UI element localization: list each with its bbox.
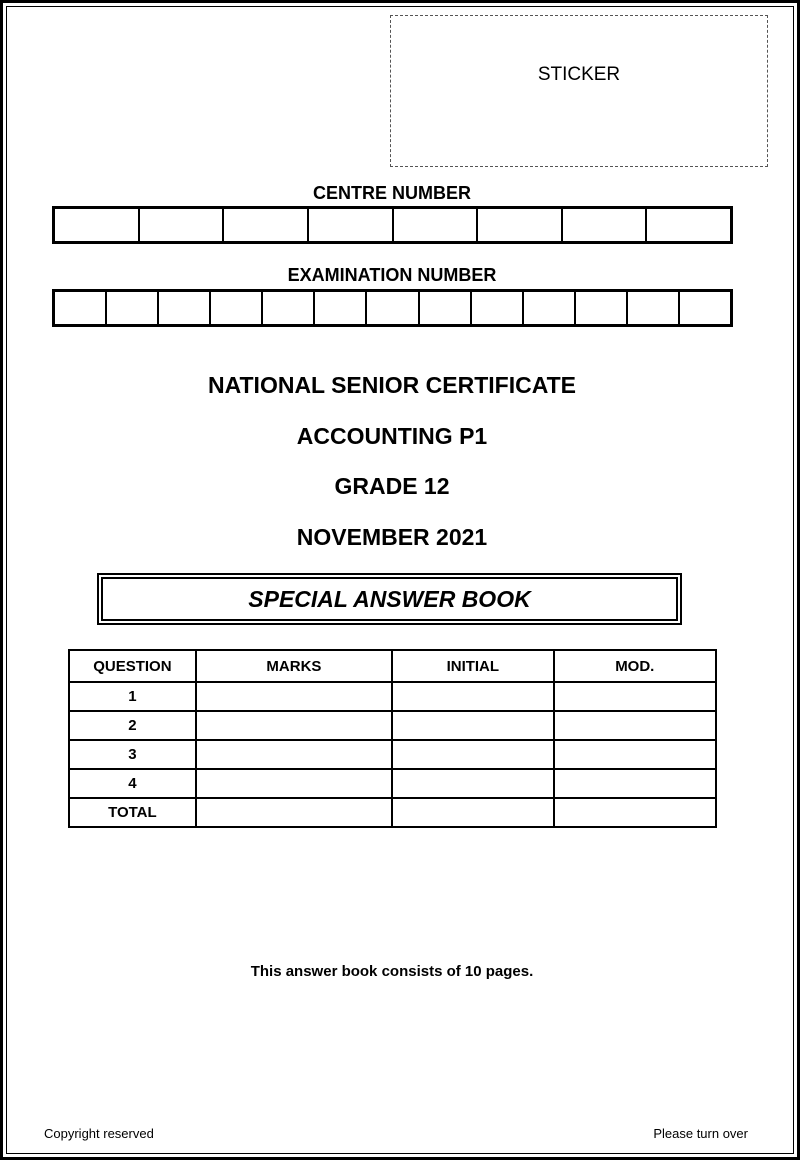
centre-number-label: CENTRE NUMBER xyxy=(312,183,471,203)
table-header-row: QUESTION MARKS INITIAL MOD. xyxy=(68,649,718,683)
footer-copyright: Copyright reserved xyxy=(44,1126,154,1141)
examination-number-digit-box[interactable] xyxy=(420,292,472,324)
mod-cell[interactable] xyxy=(552,797,718,828)
header-initial: INITIAL xyxy=(391,649,555,683)
centre-number-digit-box[interactable] xyxy=(140,209,225,241)
initial-cell[interactable] xyxy=(391,797,555,828)
header-question: QUESTION xyxy=(68,649,197,683)
examination-number-digit-box[interactable] xyxy=(315,292,368,324)
page-border-inner xyxy=(6,6,794,1154)
centre-number-digit-box[interactable] xyxy=(647,209,730,241)
examination-number-digit-box[interactable] xyxy=(107,292,160,324)
examination-number-label: EXAMINATION NUMBER xyxy=(287,265,497,285)
examination-number-digit-box[interactable] xyxy=(263,292,316,324)
marks-cell[interactable] xyxy=(194,681,394,712)
title-certificate: NATIONAL SENIOR CERTIFICATE xyxy=(208,372,576,398)
marks-cell[interactable] xyxy=(194,768,394,799)
question-cell: 4 xyxy=(68,768,197,799)
initial-cell[interactable] xyxy=(391,768,555,799)
centre-number-digit-box[interactable] xyxy=(224,209,309,241)
examination-number-digit-box[interactable] xyxy=(211,292,264,324)
initial-cell[interactable] xyxy=(391,739,555,770)
table-row: 4 xyxy=(68,768,718,799)
mod-cell[interactable] xyxy=(552,681,718,712)
book-title: SPECIAL ANSWER BOOK xyxy=(101,577,678,621)
question-cell: 1 xyxy=(68,681,197,712)
mod-cell[interactable] xyxy=(552,739,718,770)
centre-number-digit-box[interactable] xyxy=(55,209,140,241)
table-row-total: TOTAL xyxy=(68,797,718,828)
initial-cell[interactable] xyxy=(391,681,555,712)
header-marks: MARKS xyxy=(194,649,394,683)
marks-cell[interactable] xyxy=(194,739,394,770)
title-subject: ACCOUNTING P1 xyxy=(296,423,488,449)
centre-number-boxes[interactable] xyxy=(52,206,733,244)
question-cell: TOTAL xyxy=(68,797,197,828)
centre-number-digit-box[interactable] xyxy=(309,209,394,241)
examination-number-digit-box[interactable] xyxy=(680,292,730,324)
pages-note: This answer book consists of 10 pages. xyxy=(250,963,534,980)
header-mod: MOD. xyxy=(552,649,718,683)
examination-number-digit-box[interactable] xyxy=(524,292,576,324)
mod-cell[interactable] xyxy=(552,768,718,799)
examination-number-digit-box[interactable] xyxy=(472,292,524,324)
marks-cell[interactable] xyxy=(194,710,394,741)
examination-number-boxes[interactable] xyxy=(52,289,733,327)
initial-cell[interactable] xyxy=(391,710,555,741)
examination-number-digit-box[interactable] xyxy=(628,292,680,324)
book-title-box: SPECIAL ANSWER BOOK xyxy=(97,573,682,625)
title-grade: GRADE 12 xyxy=(334,473,450,499)
sticker-label: STICKER xyxy=(537,64,621,85)
table-row: 2 xyxy=(68,710,718,741)
table-row: 3 xyxy=(68,739,718,770)
centre-number-digit-box[interactable] xyxy=(478,209,563,241)
question-cell: 2 xyxy=(68,710,197,741)
examination-number-digit-box[interactable] xyxy=(55,292,108,324)
marks-table: QUESTION MARKS INITIAL MOD. 1 2 3 4 TOTA… xyxy=(68,649,718,828)
centre-number-digit-box[interactable] xyxy=(563,209,648,241)
examination-number-digit-box[interactable] xyxy=(159,292,212,324)
footer-turn-over: Please turn over xyxy=(653,1126,748,1141)
mod-cell[interactable] xyxy=(552,710,718,741)
question-cell: 3 xyxy=(68,739,197,770)
title-date: NOVEMBER 2021 xyxy=(296,524,488,550)
examination-number-digit-box[interactable] xyxy=(576,292,628,324)
table-row: 1 xyxy=(68,681,718,712)
sticker-area: STICKER xyxy=(390,15,768,167)
examination-number-digit-box[interactable] xyxy=(367,292,420,324)
centre-number-digit-box[interactable] xyxy=(394,209,479,241)
marks-cell[interactable] xyxy=(194,797,394,828)
